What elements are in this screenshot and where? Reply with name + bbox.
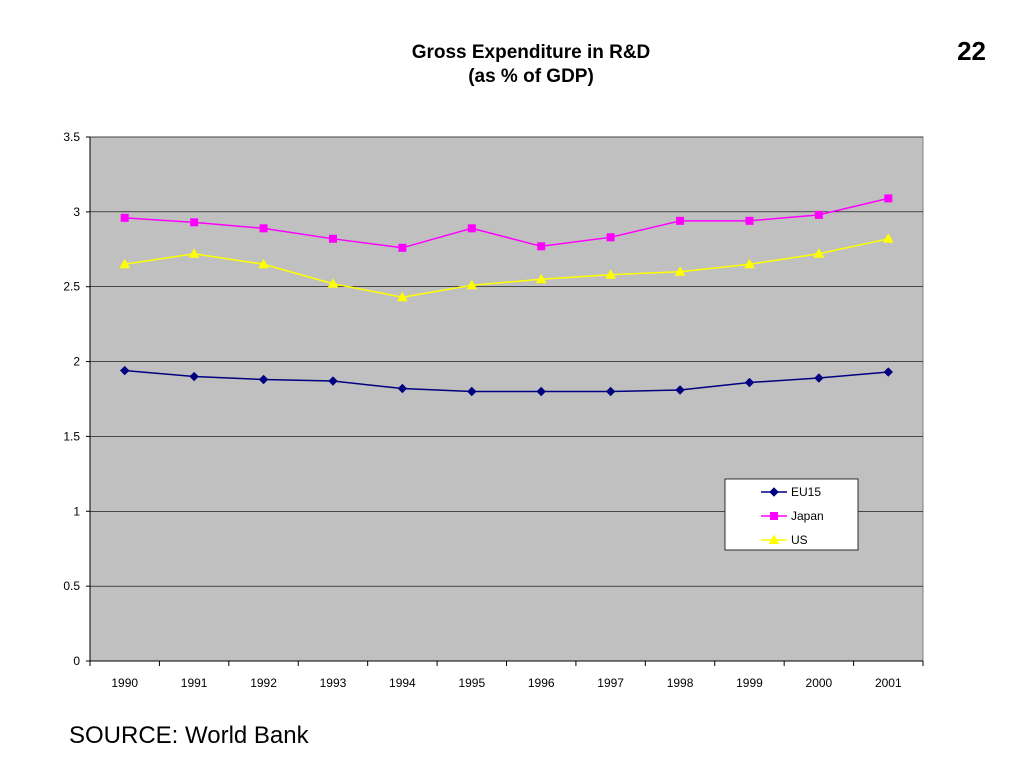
data-point-japan xyxy=(398,243,407,252)
gridlines xyxy=(90,136,923,587)
x-tick-label: 1994 xyxy=(389,676,416,690)
data-point-us xyxy=(188,248,200,258)
page-number: 22 xyxy=(957,36,986,66)
chart-title-line: (as % of GDP) xyxy=(468,66,594,87)
data-point-us xyxy=(813,248,825,258)
y-tick-label: 3 xyxy=(73,205,80,219)
data-point-eu15 xyxy=(120,365,130,376)
series-us xyxy=(119,233,894,302)
data-point-us xyxy=(882,233,894,243)
data-point-eu15 xyxy=(744,377,755,388)
data-point-eu15 xyxy=(467,386,477,397)
x-tick-label: 1999 xyxy=(736,676,763,690)
x-tick-label: 2001 xyxy=(875,676,902,690)
data-point-eu15 xyxy=(258,374,269,385)
data-point-us xyxy=(674,266,686,276)
data-point-japan xyxy=(120,213,129,222)
y-tick-label: 2.5 xyxy=(63,280,80,294)
data-point-eu15 xyxy=(605,386,616,397)
chart-title: Gross Expenditure in R&D (as % of GDP) xyxy=(412,42,651,87)
data-point-us xyxy=(605,269,616,279)
plot-area xyxy=(89,136,924,662)
legend-box xyxy=(724,478,859,551)
data-point-japan xyxy=(884,194,893,203)
chart-title-line: Gross Expenditure in R&D xyxy=(412,42,651,63)
x-tick-label: 1993 xyxy=(320,676,347,690)
y-tick-label: 2 xyxy=(73,355,80,369)
data-point-eu15 xyxy=(536,386,546,397)
legend-label-japan: Japan xyxy=(791,509,824,523)
series-line-eu15 xyxy=(124,369,889,393)
legend-label-eu15: EU15 xyxy=(791,485,821,499)
data-point-eu15 xyxy=(328,376,338,386)
data-point-eu15 xyxy=(397,383,408,394)
data-point-us xyxy=(535,273,547,284)
x-tick-label: 1995 xyxy=(458,676,485,690)
legend-marker-eu15 xyxy=(769,487,779,497)
x-tick-label: 2000 xyxy=(806,676,833,690)
series-group xyxy=(119,194,894,397)
data-point-us xyxy=(466,279,478,290)
x-tick-label: 1990 xyxy=(111,676,138,690)
data-point-japan xyxy=(814,210,823,219)
data-point-us xyxy=(119,258,131,269)
series-line-us xyxy=(124,238,889,298)
data-point-japan xyxy=(328,234,337,243)
x-tick-label: 1997 xyxy=(597,676,624,690)
data-point-japan xyxy=(606,233,615,242)
series-eu15 xyxy=(120,365,893,397)
data-point-japan xyxy=(676,216,685,225)
legend-label-us: US xyxy=(791,533,808,547)
data-point-eu15 xyxy=(883,367,893,377)
data-point-japan xyxy=(467,224,476,233)
data-point-us xyxy=(327,278,339,288)
y-tick-label: 1.5 xyxy=(63,429,80,443)
data-point-eu15 xyxy=(189,371,199,382)
x-tick-label: 1996 xyxy=(528,676,555,690)
data-point-japan xyxy=(537,242,546,251)
data-point-us xyxy=(397,291,408,302)
legend: EU15 Japan US xyxy=(724,478,859,551)
data-point-japan xyxy=(259,224,268,233)
data-point-eu15 xyxy=(814,373,824,383)
series-line-japan xyxy=(124,197,889,249)
y-tick-label: 1 xyxy=(73,504,80,518)
y-tick-label: 0.5 xyxy=(63,579,80,593)
x-tick-label: 1991 xyxy=(181,676,208,690)
x-axis-ticks: 1990 1991 1992 1993 1994 1995 1996 1997 1998 1999… xyxy=(89,661,924,690)
data-point-eu15 xyxy=(675,385,685,395)
x-tick-label: 1992 xyxy=(250,676,277,690)
y-tick-label: 3.5 xyxy=(63,130,80,144)
y-tick-label: 0 xyxy=(73,654,80,668)
x-tick-label: 1998 xyxy=(667,676,694,690)
data-point-japan xyxy=(190,218,199,227)
legend-marker-japan xyxy=(770,512,778,520)
y-axis-ticks: 0 0.5 1 1.5 2 2.5 3 3.5 xyxy=(63,130,90,668)
data-point-us xyxy=(258,258,269,269)
data-point-us xyxy=(744,258,755,269)
source-note: SOURCE: World Bank xyxy=(69,722,309,749)
series-japan xyxy=(120,194,893,252)
data-point-japan xyxy=(745,216,754,225)
legend-marker-us xyxy=(768,534,780,544)
